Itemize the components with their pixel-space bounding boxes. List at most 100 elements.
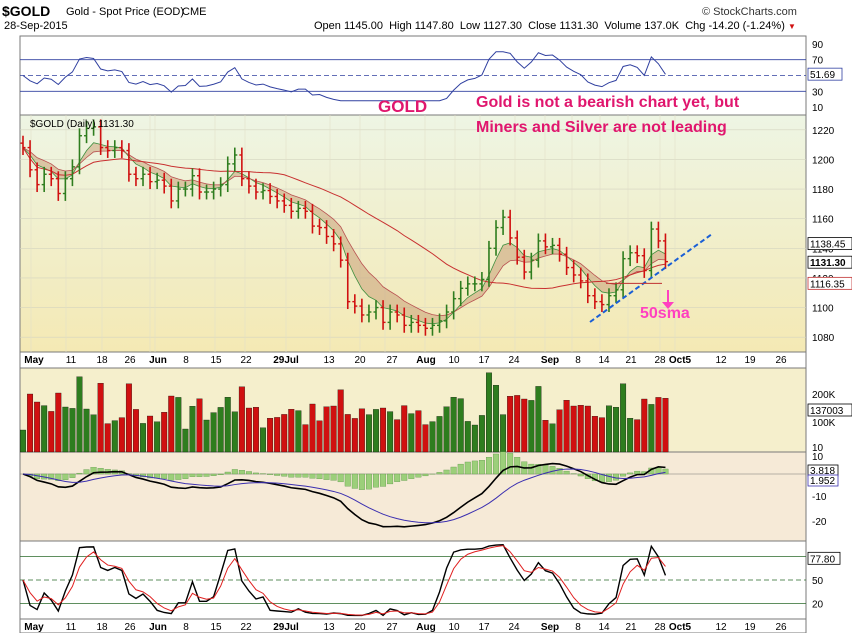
top-date-label: 8 [183,355,189,366]
price-bar [373,300,379,320]
top-date-label: 11 [66,355,77,366]
price-bar [154,172,160,190]
stochastic-value-box [807,551,841,565]
copyright-text[interactable]: © StockCharts.com [702,6,797,18]
volume-bar [76,376,83,453]
price-bar [422,317,428,336]
macd-histogram-bar [457,463,464,475]
volume-bar [245,407,252,453]
volume-bar [203,419,210,453]
macd-histogram-bar [168,473,175,481]
price-bar [542,233,548,255]
price-bar [218,177,224,197]
price-tick-label: 1100 [812,304,834,315]
top-date-label: 22 [240,355,252,366]
volume-bar [140,423,146,453]
macd-histogram-bar [500,451,507,475]
macd-histogram-bar [486,457,492,475]
volume-bar [90,414,97,453]
volume-bar [634,419,641,453]
price-bar [34,162,40,193]
volume-bar [231,411,238,453]
price-tick-label: 1220 [812,126,835,137]
price-bar [76,128,82,175]
comment-line-2: Miners and Silver are not leading [476,119,727,136]
macd-histogram-bar [606,473,612,482]
price-bar [295,200,301,219]
volume-bar [182,428,189,453]
volume-bar [34,401,41,453]
price-bar [48,166,54,187]
price-bar [112,140,118,158]
volume-bar [41,405,48,453]
price-bar [197,168,202,200]
volume-tick-label: 100K [812,418,836,429]
bottom-date-label: 19 [744,622,756,633]
macd-histogram-bar [464,461,471,475]
price-bar [317,218,323,235]
volume-bar [521,398,528,453]
bottom-date-label: 12 [715,622,727,633]
macd-histogram-bar [238,470,245,475]
macd-histogram-bar [76,472,83,475]
volume-bar [648,404,655,453]
rsi-tick-label: 30 [812,87,824,98]
volume-bar [267,418,274,453]
bottom-date-label: May [24,622,44,633]
volume-bar [253,407,259,453]
macd-histogram-bar [217,473,224,475]
volume-bar [450,397,457,453]
macd-histogram-bar [387,473,394,485]
high-value: 1147.80 [414,20,454,32]
rsi-tick-label: 90 [812,40,824,51]
price-bar [507,209,513,246]
price-bar [239,147,245,187]
macd-histogram-bar [97,468,104,475]
chg-value: -14.20 (-1.24%) [708,20,785,32]
bottom-date-label: 29Jul [273,622,299,633]
gold-annotation: GOLD [378,97,428,116]
macd-histogram-bar [549,466,556,475]
top-date-label: 26 [124,355,136,366]
macd-histogram-bar [577,473,584,477]
price-bar [41,166,47,193]
top-date-label: 29Jul [273,355,299,366]
price-bar [535,233,541,268]
volume-bar [189,406,196,453]
volume-bar [570,405,577,453]
volume-bar [429,421,436,453]
price-bar [578,267,584,289]
macd-histogram-bar [401,473,408,481]
low-label: Low [459,20,481,32]
top-date-label: Jun [149,355,167,366]
macd-histogram-bar [627,472,634,475]
top-date-label: 10 [448,355,460,366]
price-bar [189,168,195,197]
macd-histogram-bar [436,472,443,475]
volume-bar [436,416,443,453]
volume-bar [486,372,492,453]
macd-histogram-bar [373,473,379,488]
macd-histogram-bar [365,473,372,490]
macd-value-label: 3.818 [810,466,835,477]
price-bar [380,300,386,330]
volume-bar [478,415,485,453]
volume-bar [238,386,245,453]
macd-histogram-bar [471,460,478,475]
stochastic-k-line [22,544,667,617]
macd-histogram-bar [351,473,358,489]
bottom-date-label: 24 [508,622,520,633]
price-bar [401,307,407,333]
top-date-label: 28 [654,355,666,366]
price-bar [359,298,365,323]
volume-bar [210,412,217,453]
macd-histogram-bar [478,460,485,475]
price-bar [620,251,626,298]
volume-bar [542,420,549,453]
price-label-box [807,237,852,251]
top-date-label: May [24,355,44,366]
macd-signal-line [22,468,666,524]
trendline [589,233,713,323]
quote-bar: Open 1145.00 High 1147.80 Low 1127.30 Cl… [314,20,796,32]
price-bar [345,252,351,310]
